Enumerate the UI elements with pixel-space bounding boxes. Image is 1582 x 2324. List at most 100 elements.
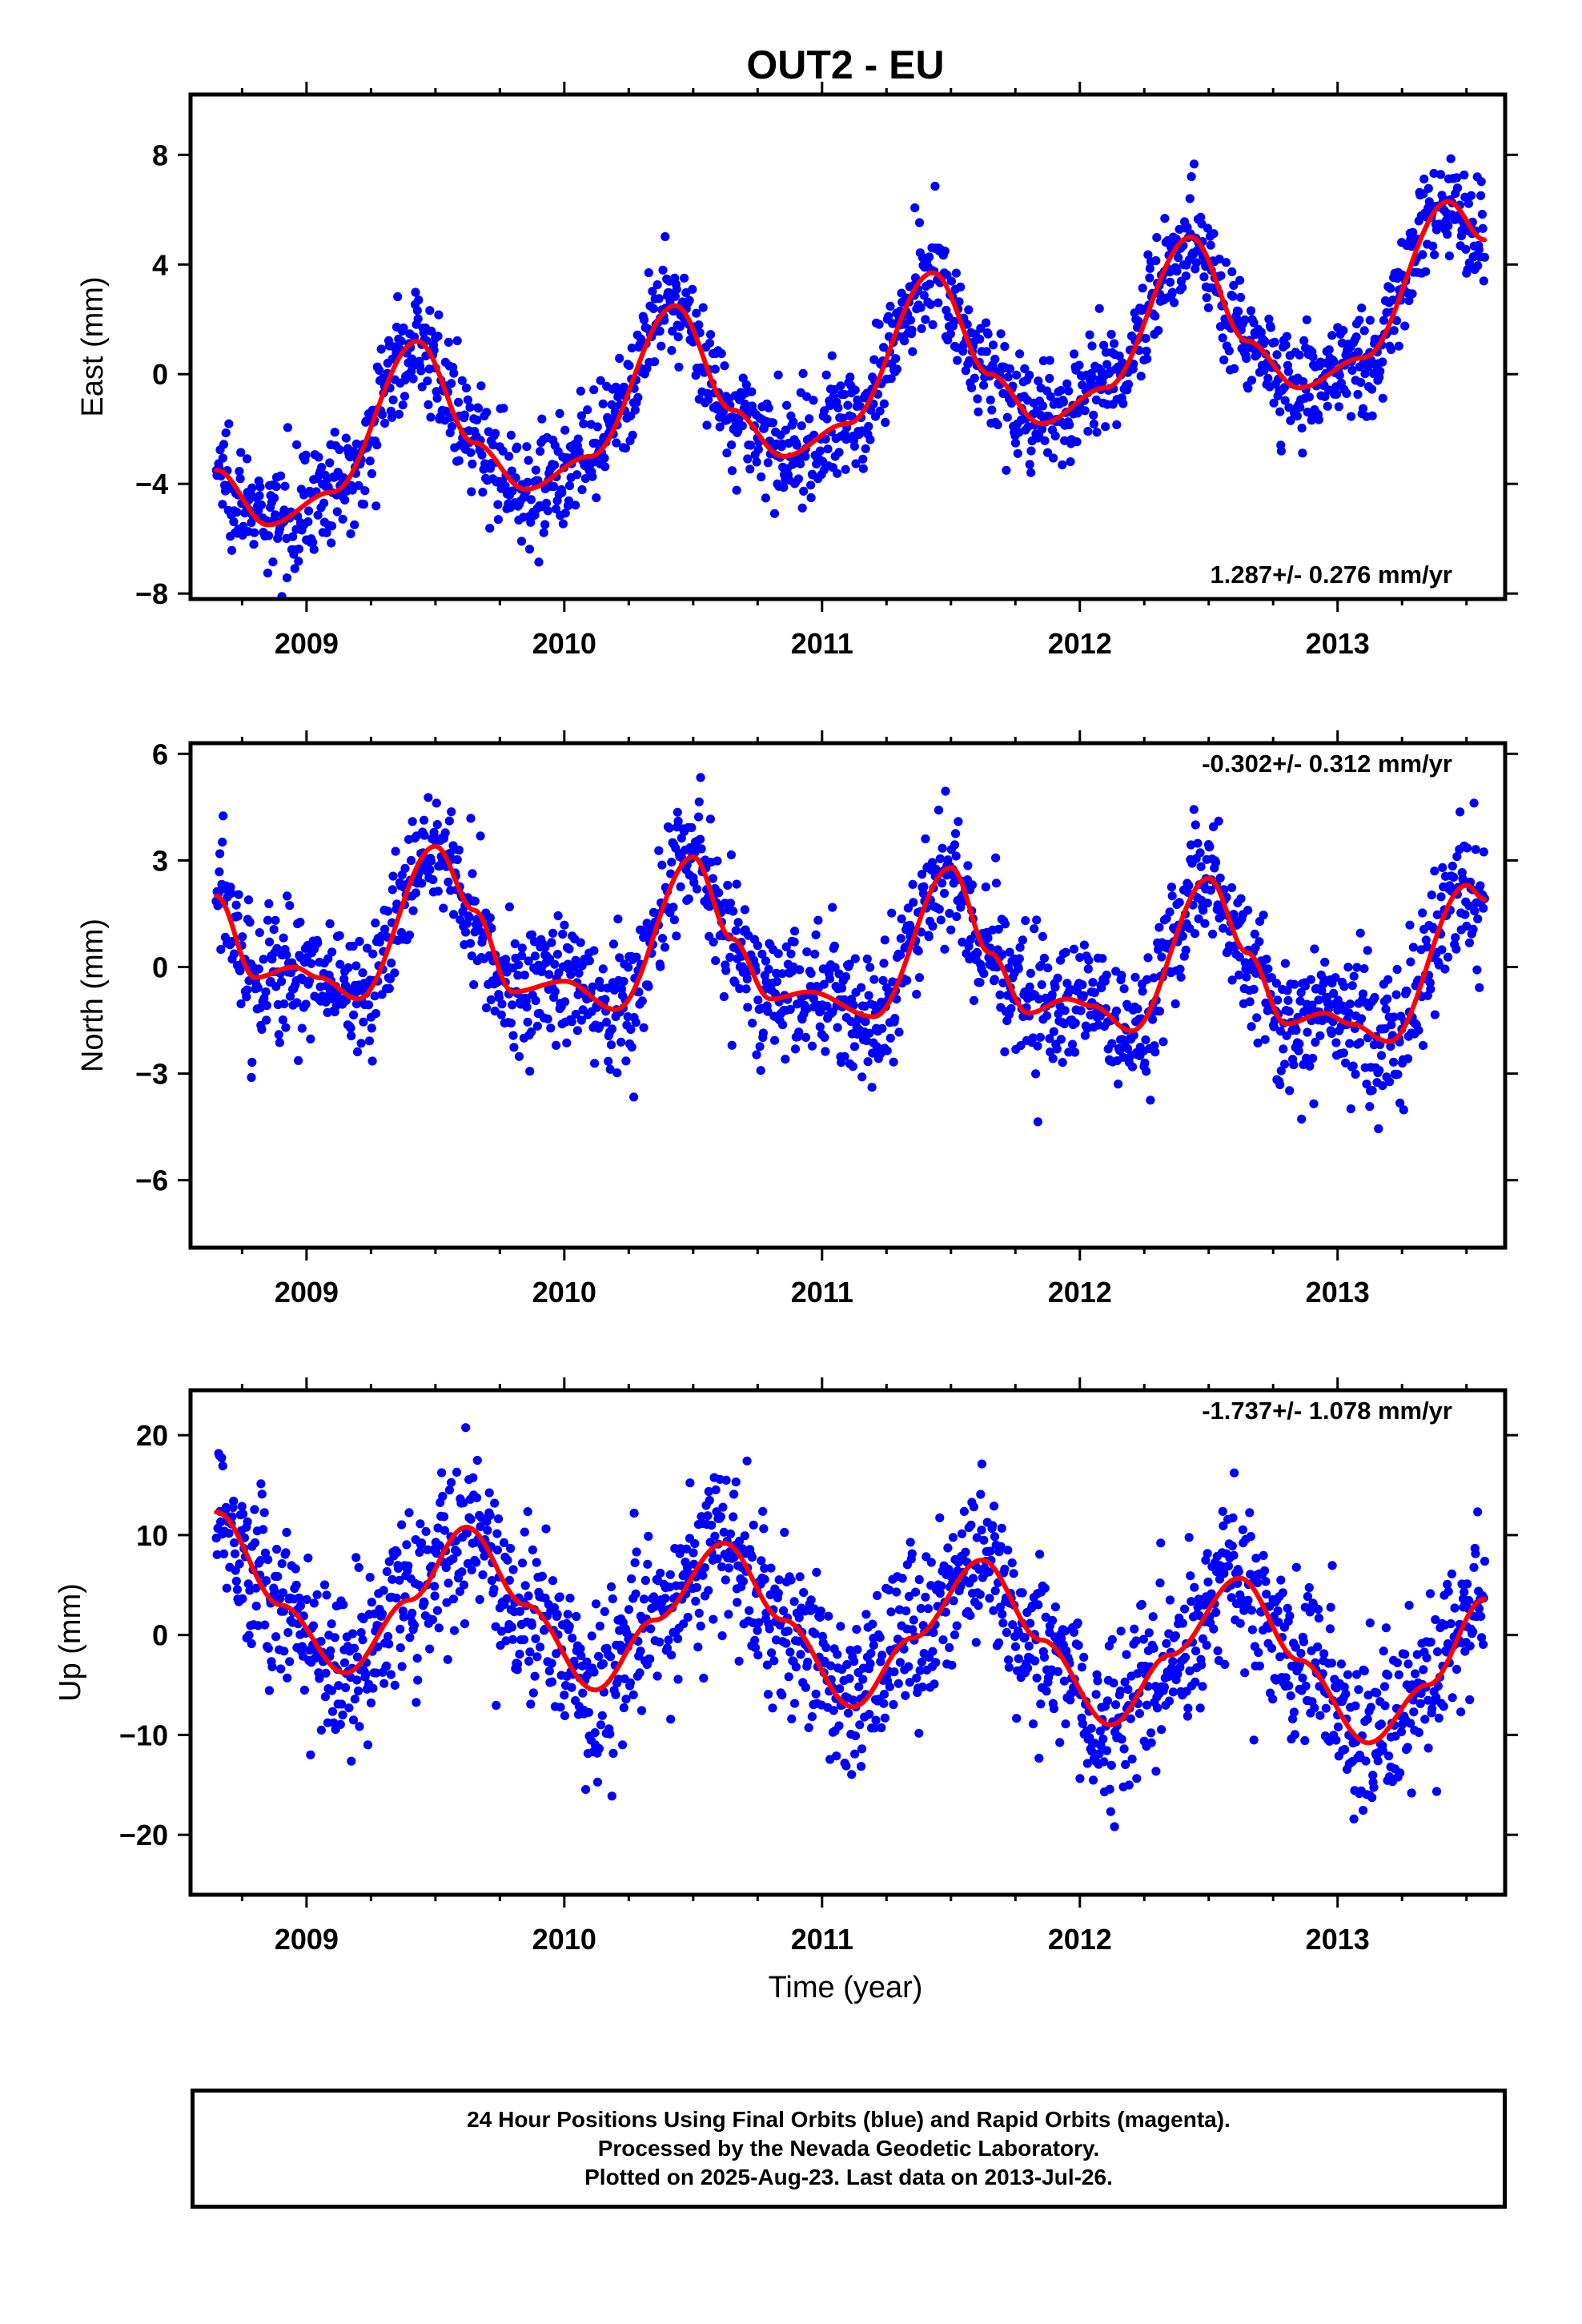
data-point [975,978,985,987]
data-point [926,300,936,309]
data-point [680,273,689,283]
data-point [1276,1066,1286,1076]
data-point [508,1031,518,1040]
data-point [528,1688,538,1698]
data-point [618,1740,628,1750]
data-point [857,1072,867,1082]
data-point [371,1668,381,1678]
data-point [1443,952,1453,962]
data-point [1473,261,1483,271]
data-point [986,395,995,405]
data-point [889,1057,898,1067]
data-point [790,927,800,936]
y-tick-label: 0 [152,951,168,984]
data-point [572,1611,581,1622]
data-point [392,1547,402,1558]
data-point [961,1547,970,1557]
data-point [957,1529,967,1538]
data-point [468,459,477,469]
data-point [1058,397,1068,407]
data-point [632,1547,641,1557]
data-point [958,346,968,356]
data-point [526,495,536,505]
data-point [1379,316,1389,325]
data-point [833,1023,842,1032]
data-point [415,1547,424,1557]
data-point [636,1706,647,1715]
data-point [212,1550,222,1559]
data-point [426,412,436,422]
data-point [347,485,357,495]
data-point [482,408,492,417]
data-point [1295,350,1304,360]
velocity-annotation: -0.302+/- 0.312 mm/yr [1202,750,1452,778]
data-point [786,949,796,959]
data-point [348,941,358,951]
data-point [592,422,602,432]
data-point [977,1459,987,1469]
data-point [767,1648,777,1658]
data-point [731,926,741,935]
data-point [474,404,484,413]
data-point [1299,336,1309,345]
data-point [1075,953,1085,963]
data-point [696,1621,705,1631]
data-point [1036,960,1046,971]
data-point [640,1575,651,1586]
data-point [469,980,479,990]
data-point [549,481,559,492]
data-point [1039,953,1049,963]
figure-title: OUT2 - EU [746,42,944,87]
data-point [861,444,870,453]
data-point [1124,1780,1134,1790]
data-point [885,1682,894,1691]
data-point [441,406,451,416]
data-point [807,1041,817,1051]
data-point [1137,1599,1146,1610]
data-point [1109,1679,1118,1688]
data-point [1088,1775,1098,1785]
data-point [396,336,406,346]
data-point [270,493,279,503]
data-point [1235,970,1244,980]
data-point [745,1606,754,1615]
data-point [238,932,247,942]
data-point [1253,1038,1263,1047]
data-point [368,1683,378,1693]
data-point [282,950,291,960]
data-point [682,1544,692,1554]
data-point [632,952,641,962]
data-point [1430,1010,1439,1019]
data-point [1148,1015,1158,1024]
data-point [1374,1124,1383,1134]
data-point [1451,933,1460,943]
data-point [382,1566,391,1577]
data-point [680,1570,689,1579]
data-point [875,1633,885,1642]
data-point [487,1576,497,1586]
data-point [1301,1681,1311,1691]
data-point [1283,1603,1292,1613]
y-tick-label: −6 [135,1164,168,1197]
data-point [571,955,580,965]
data-point [1002,1627,1011,1638]
data-point [661,1594,670,1603]
x-tick-label: 2009 [275,1276,339,1309]
data-point [676,882,685,891]
data-point [923,1604,933,1614]
data-point [1301,1053,1311,1063]
data-point [892,364,901,374]
data-point [890,1014,900,1023]
data-point [1408,943,1418,952]
data-point [1291,1025,1301,1035]
data-point [363,943,372,953]
data-point [1173,1669,1182,1679]
data-point [222,1583,231,1593]
data-point [743,454,753,464]
data-point [290,564,299,573]
data-point [1268,1695,1278,1704]
data-point [262,1000,271,1011]
data-point [416,366,426,376]
data-point [1478,223,1488,233]
data-point [475,1594,484,1604]
